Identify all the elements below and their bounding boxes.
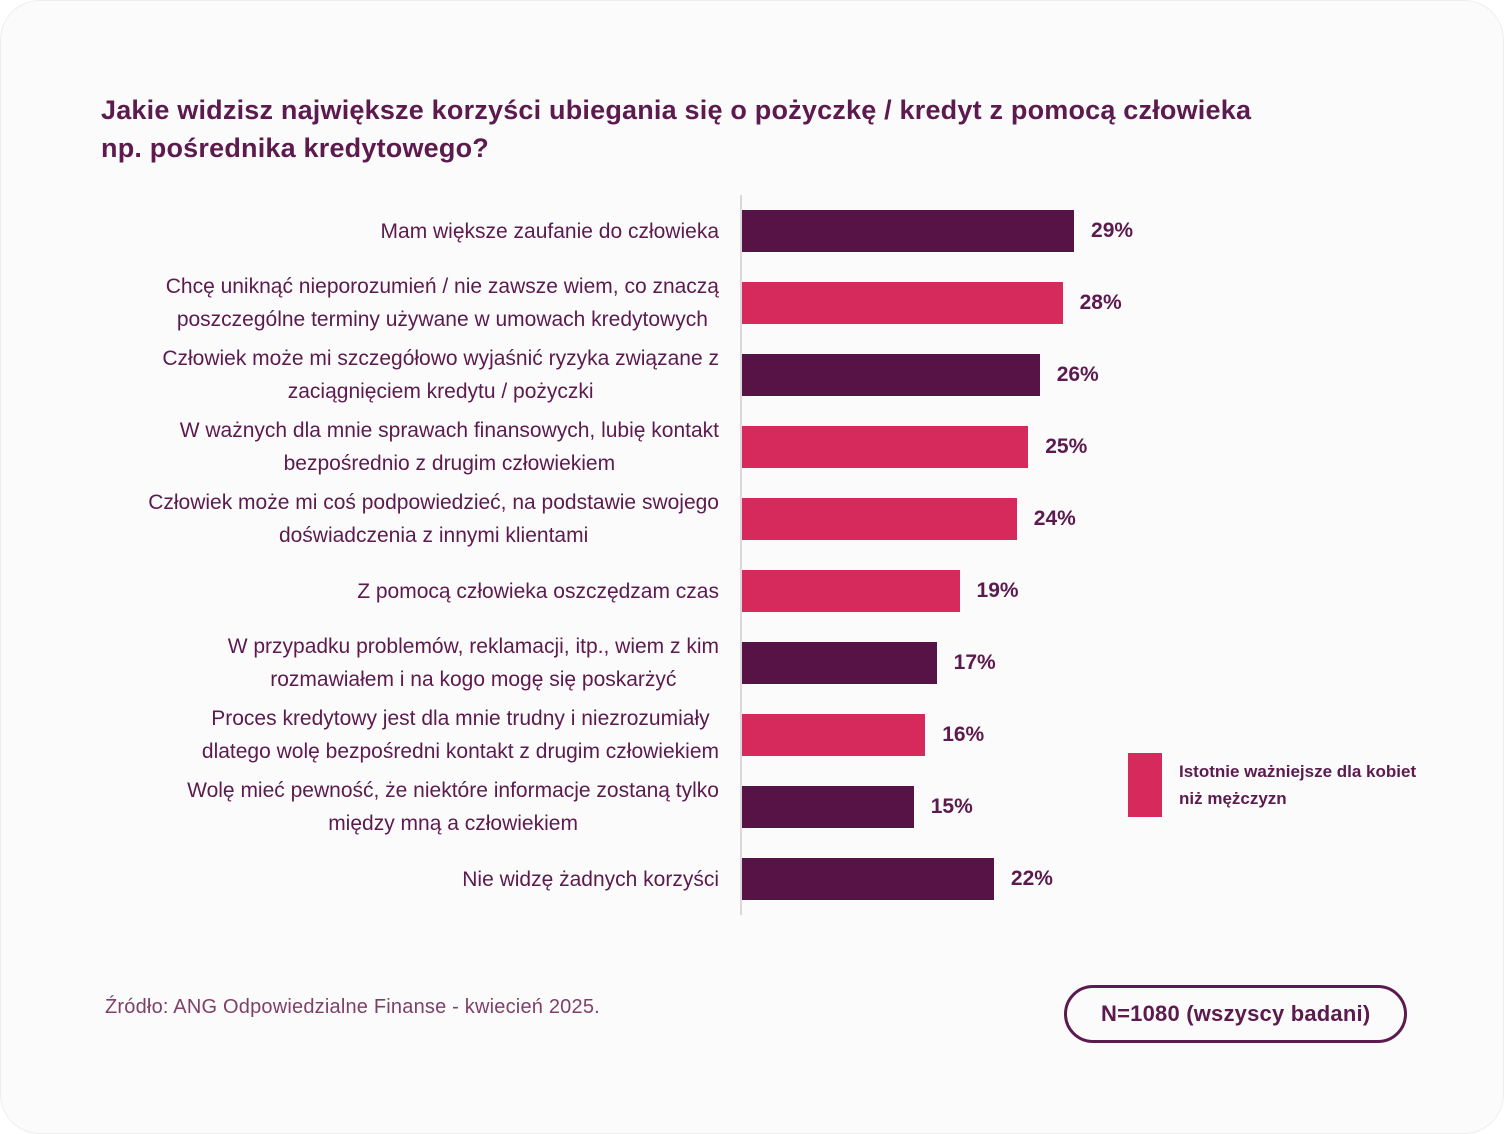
category-label-text: Mam większe zaufanie do człowieka (380, 219, 719, 243)
bar-zone: 28% (740, 267, 1411, 339)
source-note: Źródło: ANG Odpowiedzialne Finanse - kwi… (105, 996, 600, 1018)
category-label: Proces kredytowy jest dla mnie trudny i … (101, 699, 719, 771)
category-label: Chcę uniknąć nieporozumień / nie zawsze … (101, 267, 719, 339)
bar (742, 282, 1063, 324)
chart-row: Mam większe zaufanie do człowieka 29% (101, 195, 1411, 267)
category-label-text: Nie widzę żadnych korzyści (462, 867, 719, 891)
category-label-text: W przypadku problemów, reklamacji, itp.,… (227, 635, 719, 691)
category-label-text: Wolę mieć pewność, że niektóre informacj… (187, 779, 719, 835)
value-label: 17% (953, 651, 996, 674)
legend-swatch (1128, 753, 1162, 817)
category-label: Wolę mieć pewność, że niektóre informacj… (101, 771, 719, 843)
category-label-text: Z pomocą człowieka oszczędzam czas (357, 579, 719, 603)
chart-title-line1: Jakie widzisz największe korzyści ubiega… (101, 95, 1252, 125)
category-label: W przypadku problemów, reklamacji, itp.,… (101, 627, 719, 699)
bar-zone: 24% (740, 483, 1411, 555)
bar-zone: 15% (740, 771, 1411, 843)
chart-row: Chcę uniknąć nieporozumień / nie zawsze … (101, 267, 1411, 339)
value-label: 24% (1033, 507, 1076, 530)
chart-row: Nie widzę żadnych korzyści 22% (101, 843, 1411, 915)
chart-row: Proces kredytowy jest dla mnie trudny i … (101, 699, 1411, 771)
chart-row: Wolę mieć pewność, że niektóre informacj… (101, 771, 1411, 843)
category-label-text: Proces kredytowy jest dla mnie trudny i … (201, 707, 719, 763)
category-label-text: Człowiek może mi coś podpowiedzieć, na p… (148, 491, 719, 547)
category-label: W ważnych dla mnie sprawach finansowych,… (101, 411, 719, 483)
bar-zone: 17% (740, 627, 1411, 699)
chart-title-line2: np. pośrednika kredytowego? (101, 133, 489, 163)
bar (742, 498, 1017, 540)
value-label: 15% (930, 795, 973, 818)
bar (742, 786, 914, 828)
bar (742, 858, 994, 900)
category-label: Człowiek może mi coś podpowiedzieć, na p… (101, 483, 719, 555)
chart-row: Z pomocą człowieka oszczędzam czas 19% (101, 555, 1411, 627)
value-label: 29% (1091, 219, 1134, 242)
category-label: Z pomocą człowieka oszczędzam czas (101, 555, 719, 627)
chart-row: Człowiek może mi szczegółowo wyjaśnić ry… (101, 339, 1411, 411)
value-label: 19% (976, 579, 1019, 602)
chart-legend: Istotnie ważniejsze dla kobiet niż mężczy… (1128, 753, 1458, 817)
bar-zone: 19% (740, 555, 1411, 627)
value-label: 28% (1079, 291, 1122, 314)
chart-row: Człowiek może mi coś podpowiedzieć, na p… (101, 483, 1411, 555)
sample-size-badge: N=1080 (wszyscy badani) (1064, 985, 1408, 1043)
value-label: 16% (942, 723, 985, 746)
bar (742, 354, 1040, 396)
bar-zone: 25% (740, 411, 1411, 483)
bar-zone: 16% (740, 699, 1411, 771)
bar (742, 426, 1029, 468)
bar (742, 714, 926, 756)
bar-zone: 22% (740, 843, 1411, 915)
chart-row: W przypadku problemów, reklamacji, itp.,… (101, 627, 1411, 699)
bar (742, 570, 960, 612)
value-label: 22% (1010, 867, 1053, 890)
legend-label-line2: niż mężczyzn (1179, 789, 1287, 808)
value-label: 25% (1045, 435, 1088, 458)
legend-label-line1: Istotnie ważniejsze dla kobiet (1179, 762, 1417, 781)
category-label: Człowiek może mi szczegółowo wyjaśnić ry… (101, 339, 719, 411)
bar (742, 642, 937, 684)
bar (742, 210, 1075, 252)
bar-zone: 29% (740, 195, 1411, 267)
legend-label: Istotnie ważniejsze dla kobiet niż mężczy… (1179, 758, 1416, 812)
bar-chart-rows: Mam większe zaufanie do człowieka 29% Chcę… (101, 195, 1411, 915)
chart-title: Jakie widzisz największe korzyści ubiega… (101, 91, 1361, 167)
value-label: 26% (1056, 363, 1099, 386)
bar-zone: 26% (740, 339, 1411, 411)
bar-chart: Mam większe zaufanie do człowieka 29% Chcę… (101, 195, 1411, 915)
category-label: Nie widzę żadnych korzyści (101, 843, 719, 915)
category-label-text: W ważnych dla mnie sprawach finansowych,… (179, 419, 719, 475)
category-label-text: Człowiek może mi szczegółowo wyjaśnić ry… (162, 347, 719, 403)
chart-row: W ważnych dla mnie sprawach finansowych,… (101, 411, 1411, 483)
category-label: Mam większe zaufanie do człowieka (101, 195, 719, 267)
category-label-text: Chcę uniknąć nieporozumień / nie zawsze … (165, 275, 719, 331)
